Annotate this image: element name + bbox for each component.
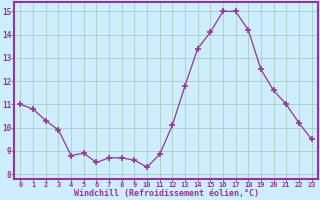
X-axis label: Windchill (Refroidissement éolien,°C): Windchill (Refroidissement éolien,°C) xyxy=(74,189,259,198)
